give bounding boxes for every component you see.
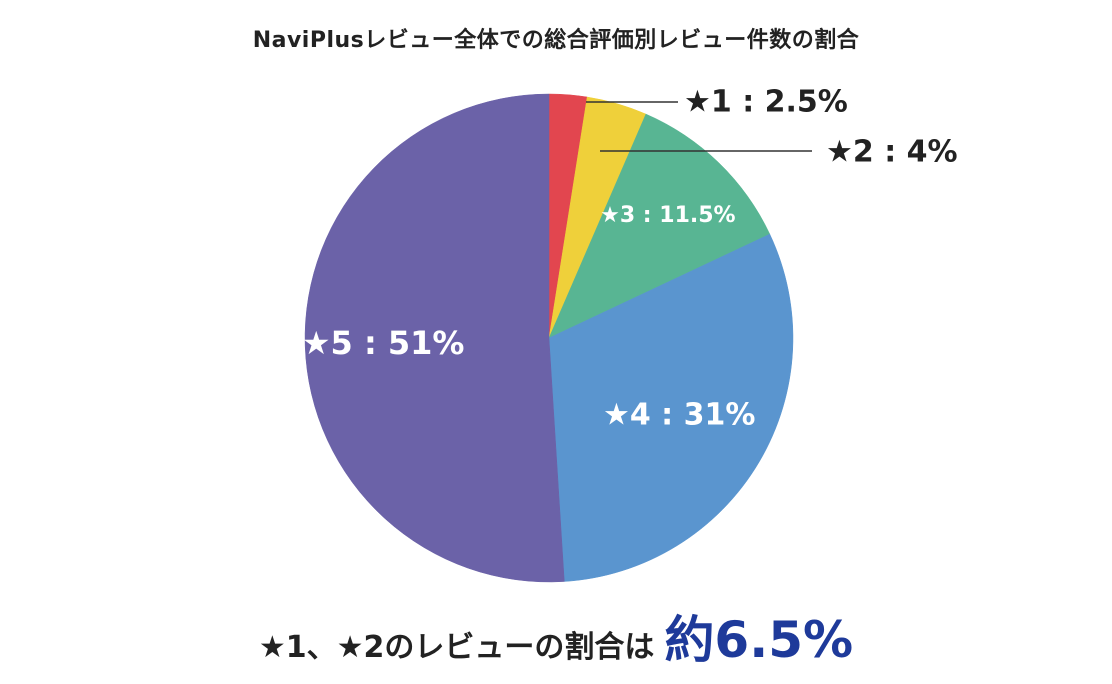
pie-slice-star-3 xyxy=(548,113,771,339)
slice-label-star-4: ★4 : 31% xyxy=(603,398,755,433)
pie-slice-star-4 xyxy=(548,233,794,582)
slice-label-star-1: ★1 : 2.5% xyxy=(684,85,848,120)
summary-text: ★1、★2のレビューの割合は 約6.5% xyxy=(0,600,1112,672)
slice-label-star-5: ★5 : 51% xyxy=(302,324,465,362)
pie-labels: ★1 : 2.5% ★2 : 4% ★3 : 11.5% ★4 : 31% ★5 : 5… xyxy=(302,85,958,433)
slice-label-star-3: ★3 : 11.5% xyxy=(600,203,735,228)
slice-label-star-2: ★2 : 4% xyxy=(826,135,958,170)
summary-value: 約6.5% xyxy=(664,611,854,669)
pie-slice-star-5 xyxy=(304,93,565,583)
pie-slices xyxy=(304,93,794,583)
chart-title: NaviPlusレビュー全体での総合評価別レビュー件数の割合 xyxy=(252,28,860,53)
summary-prefix: ★1、★2のレビューの割合は xyxy=(258,630,655,665)
